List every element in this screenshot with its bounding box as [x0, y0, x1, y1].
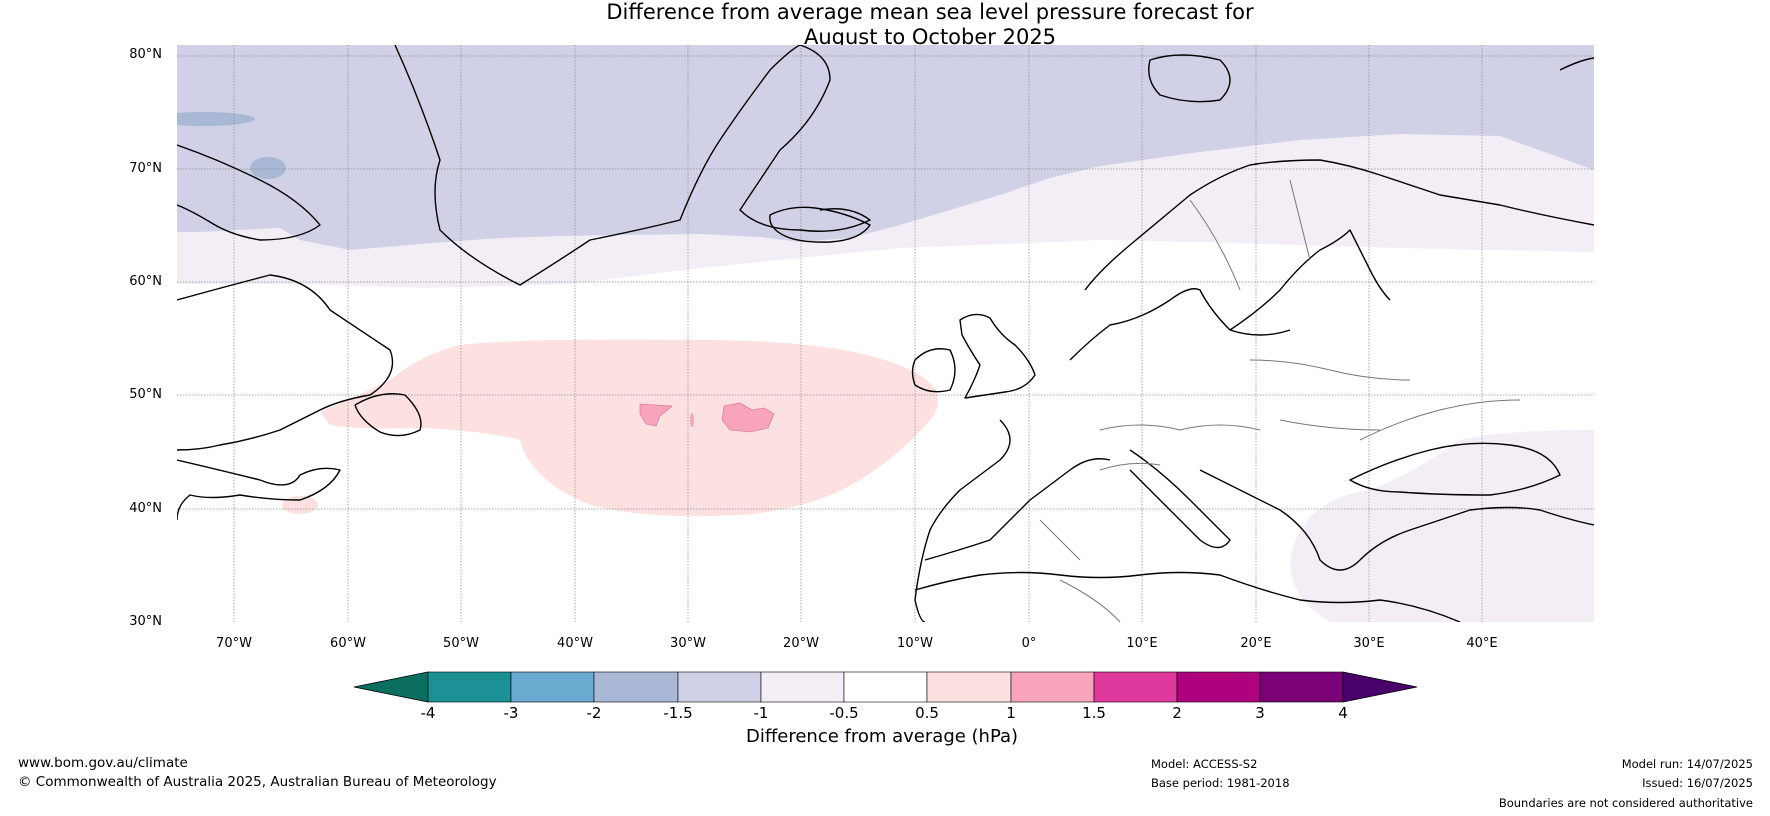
- greenland-east-coast: [739, 45, 871, 232]
- lon-label-60w: 60°W: [330, 636, 366, 651]
- lon-label-30w: 30°W: [670, 636, 706, 651]
- colorbar-tick-minus-1: -1: [753, 704, 769, 722]
- greenland-coast: [394, 45, 801, 286]
- lon-label-40w: 40°W: [557, 636, 593, 651]
- anomaly-region-1-to-1.5-b: [721, 402, 775, 433]
- maritimes-coast: [177, 459, 341, 521]
- colorbar-extend-low: [353, 671, 429, 703]
- footer-website: www.bom.gov.au/climate: [18, 755, 188, 771]
- title-line-1: Difference from average mean sea level p…: [606, 0, 1254, 24]
- colorbar-segment: [1176, 671, 1261, 703]
- map-title: Difference from average mean sea level p…: [0, 0, 1770, 50]
- pressure-anomaly-map: [177, 45, 1594, 622]
- colorbar-segment: [843, 671, 928, 703]
- lon-label-50w: 50°W: [443, 636, 479, 651]
- colorbar-extend-high: [1342, 671, 1418, 703]
- colorbar-segment: [760, 671, 845, 703]
- italy-coast: [1129, 449, 1231, 549]
- colorbar-tick-minus-2: -2: [586, 704, 602, 722]
- footer-disclaimer: Boundaries are not considered authoritat…: [1498, 796, 1753, 810]
- colorbar-tick-minus-4: -4: [420, 704, 436, 722]
- anomaly-region-minus-2-to-minus-1.5: [177, 45, 1594, 250]
- lat-label-40n: 40°N: [129, 501, 162, 516]
- colorbar-tick-1.5: 1.5: [1082, 704, 1106, 722]
- lon-label-10e: 10°E: [1126, 636, 1158, 651]
- lat-label-80n: 80°N: [129, 47, 162, 62]
- footer-base-period: Base period: 1981-2018: [1151, 776, 1290, 790]
- colorbar-segment: [427, 671, 512, 703]
- lon-label-20e: 20°E: [1240, 636, 1272, 651]
- colorbar-segment: [510, 671, 595, 703]
- svalbard-coast: [1148, 54, 1231, 103]
- country-boundaries: [1039, 179, 1521, 622]
- africa-north-coast: [914, 571, 1461, 622]
- britain-coast: [959, 313, 1036, 399]
- lon-label-10w: 10°W: [897, 636, 933, 651]
- colorbar-segment: [926, 671, 1012, 703]
- newfoundland-coast: [354, 393, 422, 437]
- lat-label-60n: 60°N: [129, 274, 162, 289]
- footer-model: Model: ACCESS-S2: [1151, 757, 1258, 771]
- lon-label-40e: 40°E: [1466, 636, 1498, 651]
- anomaly-region-minus-1.5-to-minus-1-mediterranean: [1290, 430, 1594, 622]
- colorbar-tick-minus-3: -3: [503, 704, 519, 722]
- lon-label-30e: 30°E: [1353, 636, 1385, 651]
- labrador-coast: [177, 274, 394, 451]
- lat-label-70n: 70°N: [129, 161, 162, 176]
- lon-label-20w: 20°W: [783, 636, 819, 651]
- footer-copyright: © Commonwealth of Australia 2025, Austra…: [18, 774, 497, 790]
- colorbar-segment: [1010, 671, 1095, 703]
- graticule: [177, 45, 1594, 622]
- anomaly-region-1-to-1.5-c: [690, 413, 694, 427]
- colorbar-tick-1: 1: [1006, 704, 1016, 722]
- coastlines: [177, 45, 1594, 622]
- ireland-coast: [911, 348, 956, 393]
- black-sea-coast: [1349, 442, 1561, 496]
- europe-atlantic-coast: [914, 419, 1011, 622]
- canada-arctic-coast: [177, 144, 321, 241]
- lon-label-0: 0°: [1021, 636, 1037, 651]
- colorbar-tick-3: 3: [1255, 704, 1265, 722]
- colorbar-label: Difference from average (hPa): [746, 726, 1019, 747]
- colorbar-segment: [593, 671, 679, 703]
- anomaly-region-minus-2-small: [177, 112, 255, 126]
- anomaly-region-minus-2-greenland: [250, 157, 286, 179]
- footer-model-run: Model run: 14/07/2025: [1621, 757, 1753, 771]
- iberia-med-coast: [924, 458, 1111, 561]
- iceland-coast: [769, 206, 871, 243]
- norway-coast: [1084, 159, 1594, 291]
- anomaly-region-0.5-to-1-small: [282, 496, 318, 514]
- colorbar-tick-minus-1.5: -1.5: [663, 704, 693, 722]
- baltic-coast: [1229, 229, 1391, 331]
- colorbar-segment: [1093, 671, 1178, 703]
- colorbar-segment: [677, 671, 762, 703]
- colorbar: [353, 671, 1418, 703]
- colorbar-tick-minus-0.5: -0.5: [829, 704, 859, 722]
- novaya-zemlya-coast: [1559, 57, 1594, 71]
- anomaly-region-0.5-to-1: [320, 339, 938, 517]
- colorbar-tick-2: 2: [1172, 704, 1182, 722]
- north-sea-coast: [1069, 288, 1291, 361]
- colorbar-tick-0.5: 0.5: [915, 704, 939, 722]
- lon-label-70w: 70°W: [216, 636, 252, 651]
- anomaly-region-1-to-1.5-a: [639, 403, 673, 427]
- lat-label-30n: 30°N: [129, 614, 162, 629]
- balkans-coast: [1199, 469, 1594, 571]
- footer-issued: Issued: 16/07/2025: [1642, 776, 1753, 790]
- colorbar-tick-4: 4: [1338, 704, 1348, 722]
- lat-label-50n: 50°N: [129, 387, 162, 402]
- colorbar-segment: [1259, 671, 1344, 703]
